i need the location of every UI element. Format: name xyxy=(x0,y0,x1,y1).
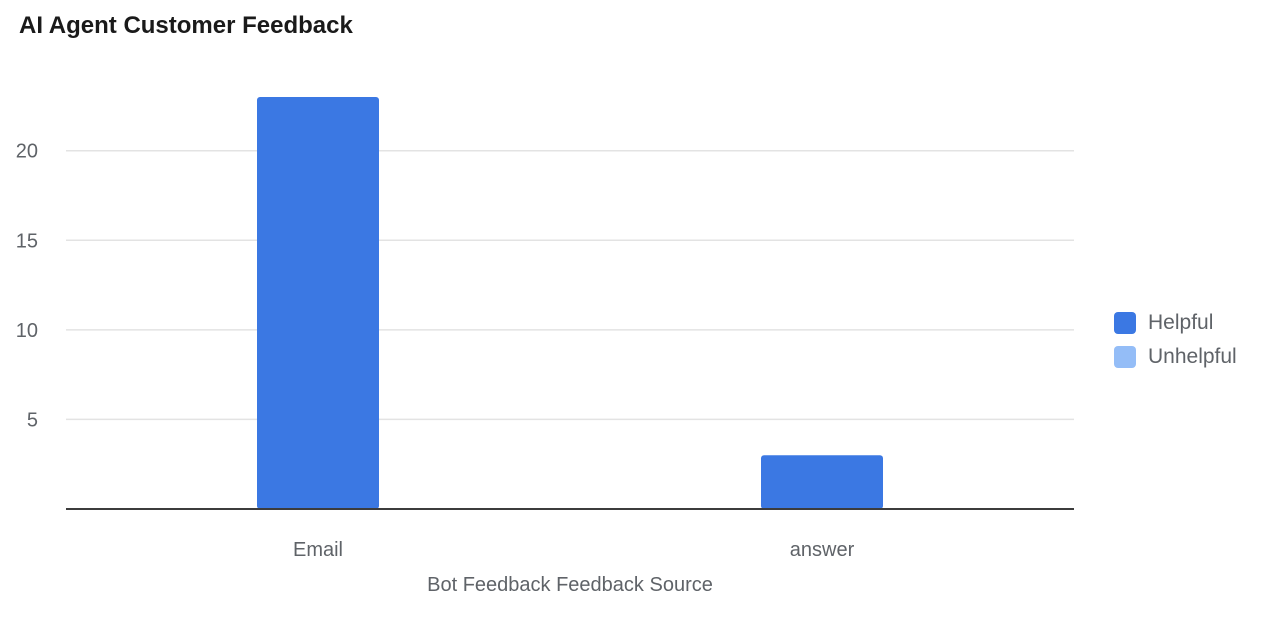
y-tick-label: 20 xyxy=(16,141,38,163)
legend-item-unhelpful[interactable]: Unhelpful xyxy=(1114,340,1237,374)
y-tick-label: 5 xyxy=(27,409,38,431)
y-tick-label: 15 xyxy=(16,230,38,252)
y-tick-label: 10 xyxy=(16,320,38,342)
legend-item-helpful[interactable]: Helpful xyxy=(1114,306,1237,340)
x-axis-title: Bot Feedback Feedback Source xyxy=(427,574,713,596)
bar-helpful-email xyxy=(257,97,379,509)
legend-label-unhelpful: Unhelpful xyxy=(1148,345,1237,368)
legend: Helpful Unhelpful xyxy=(1114,306,1237,374)
legend-swatch-unhelpful xyxy=(1114,346,1136,368)
legend-swatch-helpful xyxy=(1114,312,1136,334)
x-tick-label: answer xyxy=(790,539,855,561)
x-tick-label: Email xyxy=(293,539,343,561)
bar-helpful-answer xyxy=(761,455,883,509)
legend-label-helpful: Helpful xyxy=(1148,311,1214,334)
chart-title: AI Agent Customer Feedback xyxy=(19,12,353,39)
